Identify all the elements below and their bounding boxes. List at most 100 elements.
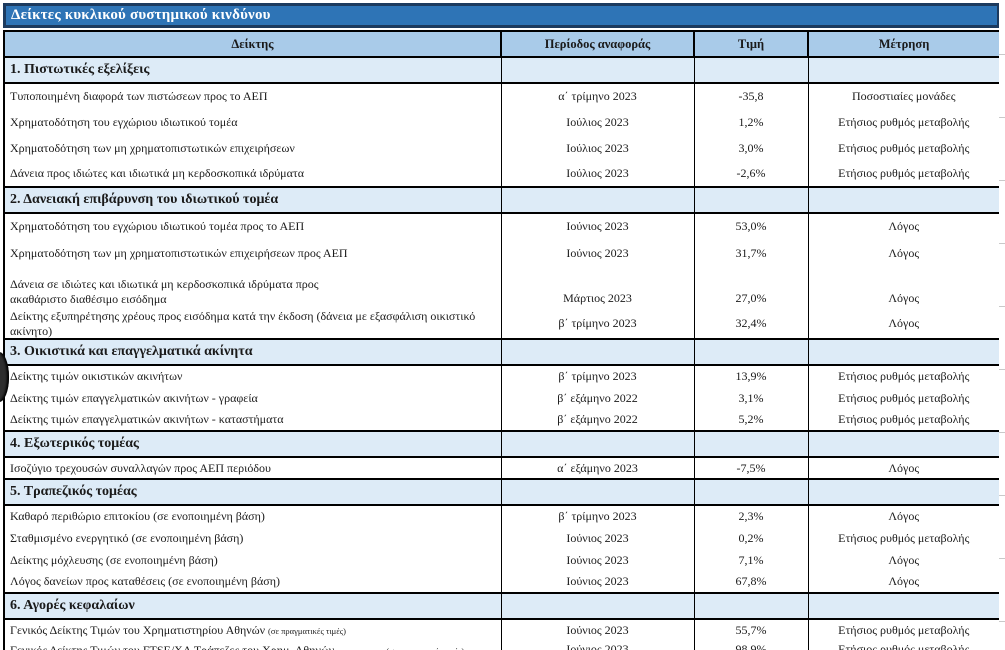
screen-edge-handle[interactable]	[0, 352, 9, 402]
value-cell: 67,8%	[693, 571, 809, 593]
section-empty-cell	[693, 430, 809, 458]
indicator-cell: Χρηματοδότηση του εγχώριου ιδιωτικού τομ…	[3, 109, 502, 135]
section-row-real-estate: 3. Οικιστικά και επαγγελματικά ακίνητα	[3, 338, 1001, 366]
measure-cell: Λόγος	[807, 571, 1001, 593]
table-row: Χρηματοδότηση του εγχώριου ιδιωτικού τομ…	[3, 109, 1001, 135]
period-cell: Ιούνιος 2023	[500, 213, 695, 239]
value-cell: -35,8	[693, 83, 809, 109]
table-row: Λόγος δανείων προς καταθέσεις (σε ενοποι…	[3, 571, 1001, 593]
section-empty-cell	[807, 186, 1001, 214]
value-cell: 3,1%	[693, 387, 809, 409]
section-empty-cell	[693, 478, 809, 506]
indicator-note: (σε πραγματικές τιμές)	[386, 646, 464, 650]
table-row: Γενικός Δείκτης Τιμών του Χρηματιστηρίου…	[3, 619, 1001, 640]
section-empty-cell	[807, 478, 1001, 506]
period-cell: β΄ εξάμηνο 2022	[500, 387, 695, 409]
measure-cell: Λόγος	[807, 239, 1001, 267]
table-row: Δείκτης τιμών επαγγελματικών ακινήτων - …	[3, 409, 1001, 431]
section-title: 6. Αγορές κεφαλαίων	[3, 592, 502, 620]
measure-cell: Ετήσιος ρυθμός μεταβολής	[807, 109, 1001, 135]
column-header-indicator: Δείκτης	[3, 31, 502, 58]
value-cell: -2,6%	[693, 161, 809, 187]
value-cell: 31,7%	[693, 239, 809, 267]
value-cell: 55,7%	[693, 619, 809, 640]
table-title-bar: Δείκτες κυκλικού συστημικού κινδύνου	[3, 3, 1000, 28]
value-cell: 2,3%	[693, 505, 809, 527]
period-cell: α΄ τρίμηνο 2023	[500, 83, 695, 109]
table-row: Γενικός Δείκτης Τιμών του FTSE/XA Τράπεζ…	[3, 640, 1001, 650]
section-empty-cell	[693, 592, 809, 620]
measure-cell: Ετήσιος ρυθμός μεταβολής	[807, 619, 1001, 640]
table-row: Δάνεια προς ιδιώτες και ιδιωτικά μη κερδ…	[3, 161, 1001, 187]
indicator-cell: Χρηματοδότηση του εγχώριου ιδιωτικού τομ…	[3, 213, 502, 239]
table-row: Χρηματοδότηση των μη χρηματοπιστωτικών ε…	[3, 239, 1001, 267]
value-cell: 0,2%	[693, 527, 809, 549]
table-row: Ισοζύγιο τρεχουσών συναλλαγών προς ΑΕΠ π…	[3, 457, 1001, 479]
value-cell: 5,2%	[693, 409, 809, 431]
measure-cell: Ετήσιος ρυθμός μεταβολής	[807, 409, 1001, 431]
table-row: Δείκτης τιμών επαγγελματικών ακινήτων - …	[3, 387, 1001, 409]
indicator-label: Γενικός Δείκτης Τιμών του Χρηματιστηρίου…	[10, 622, 266, 637]
period-cell: Μάρτιος 2023	[500, 267, 695, 309]
measure-cell: Λόγος	[807, 457, 1001, 479]
table-row: Σταθμισμένο ενεργητικό (σε ενοποιημένη β…	[3, 527, 1001, 549]
section-empty-cell	[500, 430, 695, 458]
measure-cell: Λόγος	[807, 309, 1001, 339]
section-empty-cell	[807, 430, 1001, 458]
section-row-private-debt: 2. Δανειακή επιβάρυνση του ιδιωτικού τομ…	[3, 186, 1001, 214]
section-empty-cell	[807, 338, 1001, 366]
indicator-label: Γενικός Δείκτης Τιμών του FTSE/XA Τράπεζ…	[10, 642, 335, 650]
indicator-cell: Χρηματοδότηση των μη χρηματοπιστωτικών ε…	[3, 239, 502, 267]
indicator-cell: Τυποποιημένη διαφορά των πιστώσεων προς …	[3, 83, 502, 109]
measure-cell: Ετήσιος ρυθμός μεταβολής	[807, 365, 1001, 387]
section-row-external: 4. Εξωτερικός τομέας	[3, 430, 1001, 458]
period-cell: Ιούλιος 2023	[500, 135, 695, 161]
measure-cell: Ετήσιος ρυθμός μεταβολής	[807, 640, 1001, 650]
indicator-cell: Δάνεια προς ιδιώτες και ιδιωτικά μη κερδ…	[3, 161, 502, 187]
period-cell: Ιούνιος 2023	[500, 640, 695, 650]
section-empty-cell	[500, 478, 695, 506]
value-cell: 1,2%	[693, 109, 809, 135]
period-cell: β΄ τρίμηνο 2023	[500, 505, 695, 527]
table-row: Δείκτης εξυπηρέτησης χρέους προς εισόδημ…	[3, 309, 1001, 339]
indicator-note: (σε πραγματικές τιμές)	[268, 625, 346, 636]
column-header-period: Περίοδος αναφοράς	[500, 31, 695, 58]
indicator-cell: Δείκτης τιμών επαγγελματικών ακινήτων - …	[3, 409, 502, 431]
section-title: 3. Οικιστικά και επαγγελματικά ακίνητα	[3, 338, 502, 366]
indicator-cell: Γενικός Δείκτης Τιμών του Χρηματιστηρίου…	[3, 619, 502, 640]
table-header-row: Δείκτης Περίοδος αναφοράς Τιμή Μέτρηση	[3, 31, 1001, 58]
table-row: Δείκτης τιμών οικιστικών ακινήτων β΄ τρί…	[3, 365, 1001, 387]
period-cell: Ιούλιος 2023	[500, 109, 695, 135]
period-cell: Ιούνιος 2023	[500, 527, 695, 549]
indicator-cell: Δάνεια σε ιδιώτες και ιδιωτικά μη κερδοσ…	[3, 267, 502, 309]
measure-cell: Ετήσιος ρυθμός μεταβολής	[807, 527, 1001, 549]
section-empty-cell	[693, 338, 809, 366]
indicator-cell: Γενικός Δείκτης Τιμών του FTSE/XA Τράπεζ…	[3, 640, 502, 650]
table-row: Δάνεια σε ιδιώτες και ιδιωτικά μη κερδοσ…	[3, 267, 1001, 309]
value-cell: 27,0%	[693, 267, 809, 309]
measure-cell: Ετήσιος ρυθμός μεταβολής	[807, 161, 1001, 187]
period-cell: Ιούνιος 2023	[500, 571, 695, 593]
period-cell: β΄ τρίμηνο 2023	[500, 365, 695, 387]
section-title: 5. Τραπεζικός τομέας	[3, 478, 502, 506]
section-empty-cell	[500, 592, 695, 620]
section-title: 4. Εξωτερικός τομέας	[3, 430, 502, 458]
indicator-cell: Καθαρό περιθώριο επιτοκίου (σε ενοποιημέ…	[3, 505, 502, 527]
indicator-cell: Δείκτης μόχλευσης (σε ενοποιημένη βάση)	[3, 549, 502, 571]
table-row: Χρηματοδότηση των μη χρηματοπιστωτικών ε…	[3, 135, 1001, 161]
period-cell: Ιούνιος 2023	[500, 549, 695, 571]
value-cell: 53,0%	[693, 213, 809, 239]
measure-cell: Λόγος	[807, 549, 1001, 571]
period-cell: Ιούνιος 2023	[500, 619, 695, 640]
period-cell: α΄ εξάμηνο 2023	[500, 457, 695, 479]
column-header-measure: Μέτρηση	[807, 31, 1001, 58]
measure-cell: Λόγος	[807, 505, 1001, 527]
table-title: Δείκτες κυκλικού συστημικού κινδύνου	[11, 7, 271, 23]
section-title: 1. Πιστωτικές εξελίξεις	[3, 56, 502, 84]
section-empty-cell	[500, 186, 695, 214]
period-cell: Ιούλιος 2023	[500, 161, 695, 187]
indicator-cell: Ισοζύγιο τρεχουσών συναλλαγών προς ΑΕΠ π…	[3, 457, 502, 479]
value-cell: 3,0%	[693, 135, 809, 161]
table-row: Δείκτης μόχλευσης (σε ενοποιημένη βάση) …	[3, 549, 1001, 571]
value-cell: 13,9%	[693, 365, 809, 387]
